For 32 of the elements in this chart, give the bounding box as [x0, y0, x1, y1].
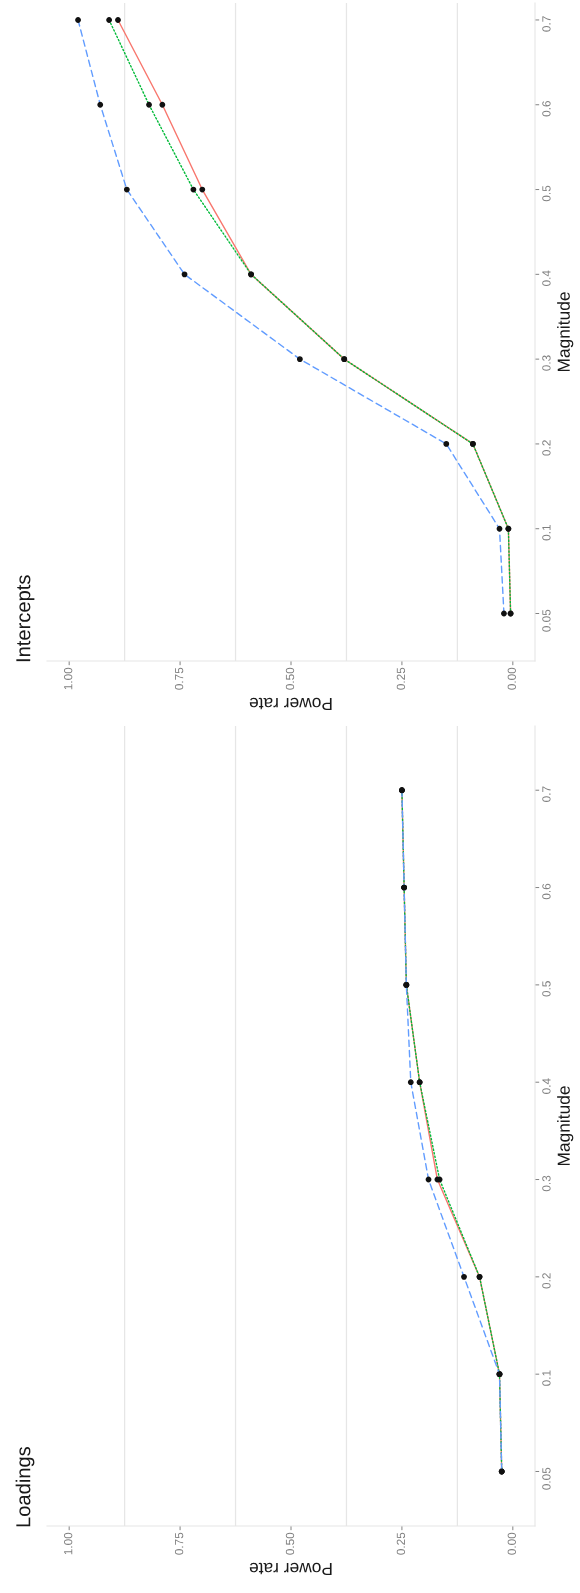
- y-tick-label: 0.5: [542, 981, 551, 997]
- y-tick-label: 0.3: [542, 355, 551, 371]
- x-tick-label: 0.50: [285, 667, 295, 690]
- x-axis-title: Power rate: [249, 1562, 332, 1575]
- y-tick-label: 0.4: [542, 1078, 551, 1094]
- x-tick-label: 1.00: [63, 667, 73, 690]
- x-tick-label: 0.75: [174, 1532, 184, 1555]
- x-tick-label: 0.50: [285, 1532, 295, 1555]
- y-tick-label: 0.1: [542, 525, 551, 541]
- y-axis-title: Magnitude: [557, 292, 574, 372]
- y-tick-label: 0.05: [542, 609, 551, 632]
- y-tick-label: 0.6: [542, 883, 551, 900]
- x-tick-label: 0.75: [174, 667, 184, 690]
- y-tick-label: 0.7: [542, 786, 551, 802]
- y-tick-label: 0.5: [542, 185, 551, 202]
- text: Loadings: [15, 1446, 35, 1527]
- x-tick-label: 0.25: [396, 667, 406, 690]
- x-tick-label: 0.00: [507, 667, 516, 690]
- x-tick-label: 0.25: [396, 1532, 406, 1555]
- y-axis-title: Magnitude: [557, 1086, 574, 1166]
- x-axis-title: Power rate: [249, 697, 332, 710]
- y-tick-label: 0.1: [542, 1370, 551, 1386]
- text: Intercepts: [16, 575, 35, 662]
- x-tick-label: 0.00: [507, 1532, 516, 1555]
- y-tick-label: 0.2: [542, 440, 551, 456]
- x-tick-label: 1.00: [63, 1532, 73, 1555]
- y-tick-label: 0.2: [542, 1273, 551, 1289]
- y-tick-label: 0.4: [542, 270, 551, 287]
- y-tick-label: 0.7: [542, 16, 551, 32]
- y-tick-label: 0.3: [542, 1175, 551, 1192]
- y-tick-label: 0.05: [542, 1467, 551, 1490]
- y-tick-label: 0.6: [542, 100, 551, 117]
